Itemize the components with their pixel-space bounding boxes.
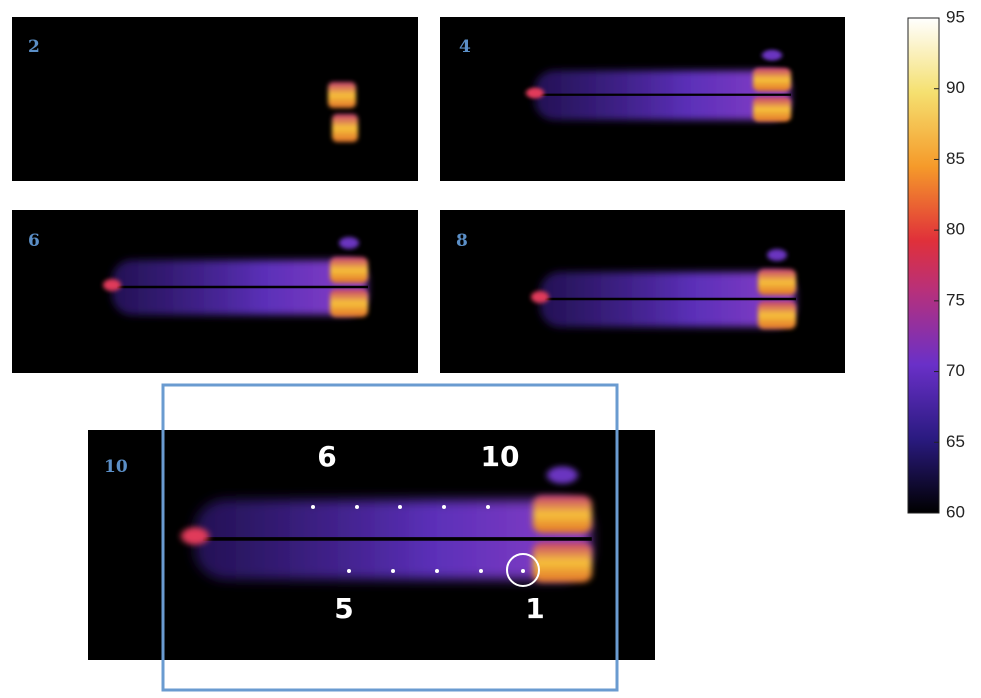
tick-label: 60 <box>946 502 965 521</box>
panel: 10 6 10 5 1 <box>88 430 655 660</box>
tick-label: 85 <box>946 149 965 168</box>
panel: 2 <box>12 17 418 181</box>
tick-label: 95 <box>946 7 965 26</box>
annotation: 10 <box>481 440 520 473</box>
colorbar <box>908 18 939 513</box>
tick-label: 90 <box>946 78 965 97</box>
annotation: 6 <box>317 440 336 473</box>
figure: 2 4 6 8 10 6 10 5 1 9590858075706560 <box>0 0 981 698</box>
panel: 6 <box>12 210 418 373</box>
panel-label: 2 <box>28 37 40 57</box>
annotation: 5 <box>334 592 353 625</box>
tick-label: 75 <box>946 290 965 309</box>
annotation: 1 <box>525 592 544 625</box>
tick-label: 80 <box>946 220 965 239</box>
panel: 8 <box>440 210 845 373</box>
panel-label: 10 <box>104 457 128 477</box>
panel: 4 <box>440 17 845 181</box>
panel-label: 8 <box>456 231 468 251</box>
tick-label: 70 <box>946 361 965 380</box>
panel-label: 4 <box>459 37 471 57</box>
panel-label: 6 <box>28 231 40 251</box>
tick-label: 65 <box>946 432 965 451</box>
